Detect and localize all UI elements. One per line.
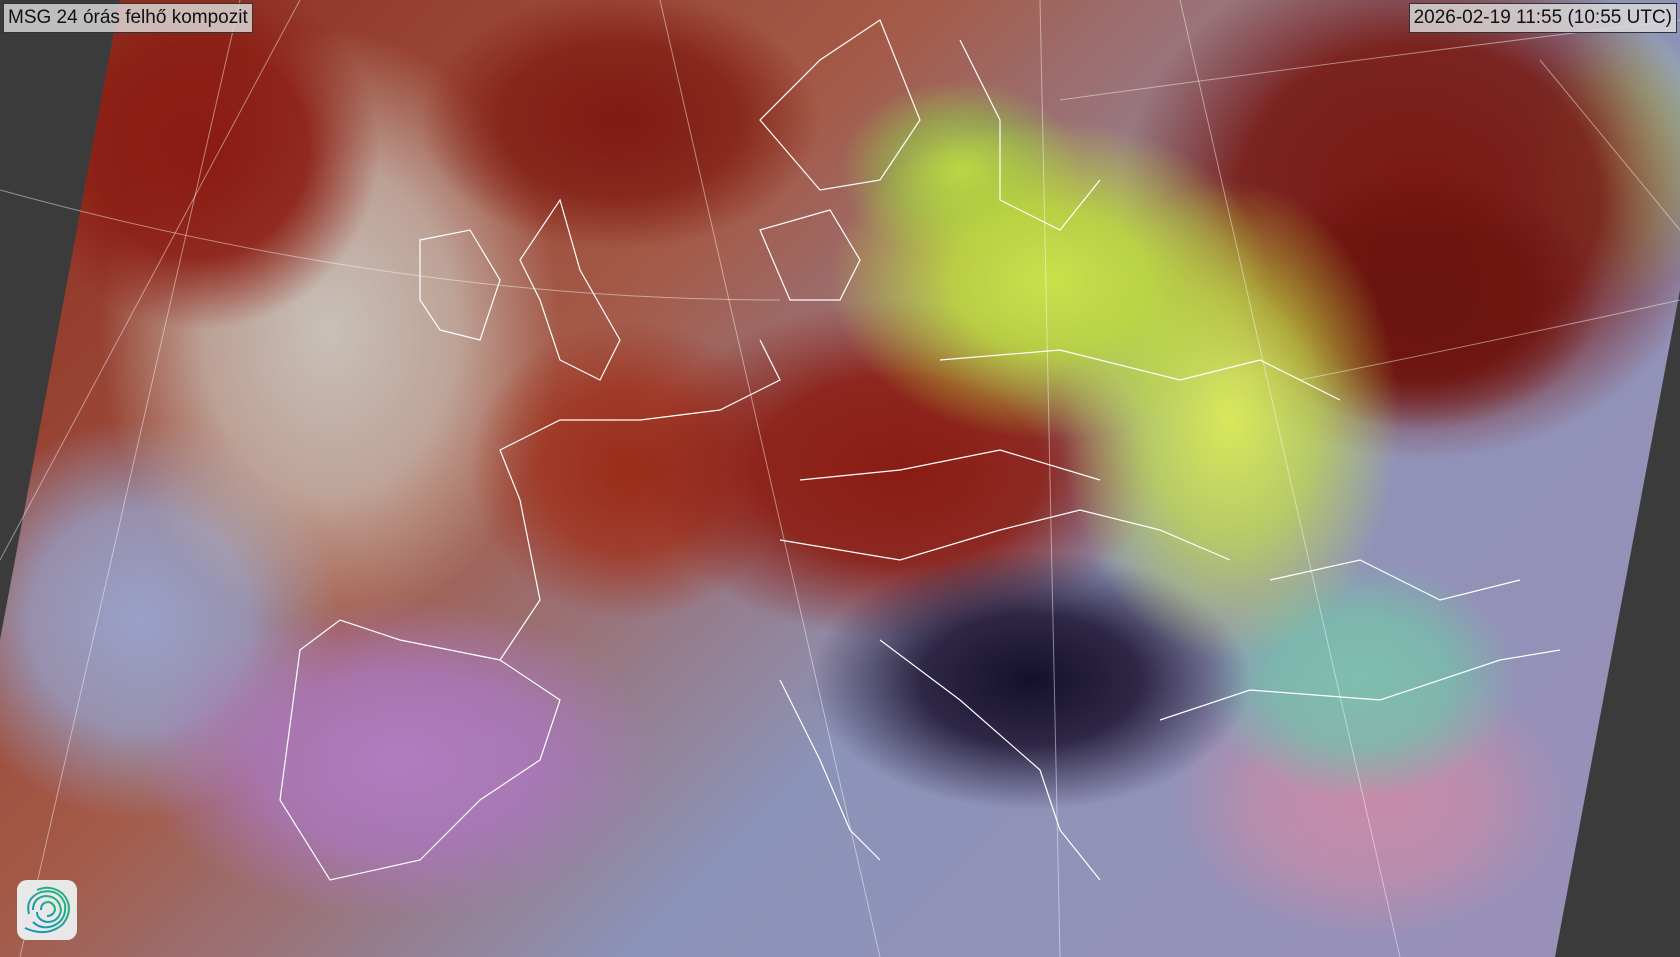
country-borders — [279, 19, 1561, 881]
timestamp-label: 2026-02-19 11:55 (10:55 UTC) — [1408, 3, 1677, 33]
logo-button[interactable] — [17, 880, 77, 940]
swirl-logo-icon — [24, 886, 70, 934]
map-title: MSG 24 órás felhő kompozit — [3, 3, 253, 33]
